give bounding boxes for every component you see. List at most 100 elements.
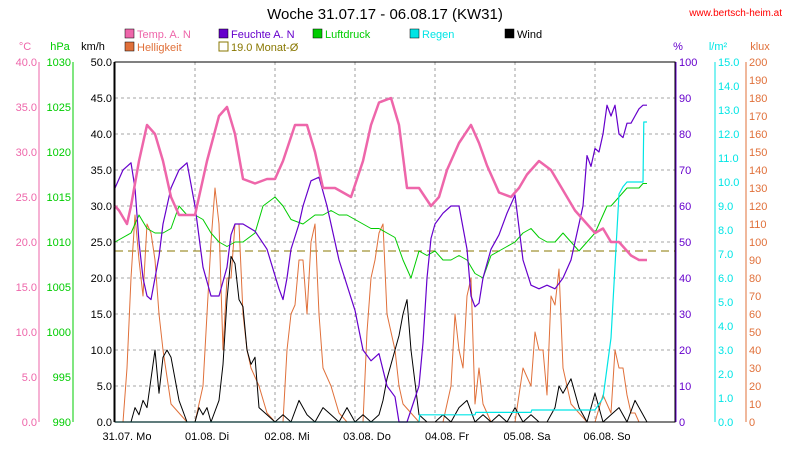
- tick-pressure: 1020: [47, 147, 71, 159]
- legend-label: Temp. A. N: [137, 29, 191, 41]
- legend-swatch: [218, 41, 229, 52]
- tick-wind: 45.0: [91, 93, 112, 105]
- legend-swatch: [218, 28, 229, 39]
- tick-bright: 100: [749, 237, 767, 249]
- tick-temp: 25.0: [16, 192, 37, 204]
- series-line-regen: [115, 121, 647, 423]
- axis-ticks: 0.0 5.0 10.0 15.0 20.0 25.0 30.0 35.0 40.0 990 995…: [16, 57, 768, 429]
- x-tick-label: 31.07. Mo: [103, 431, 152, 443]
- tick-rain: 15.0: [718, 57, 739, 69]
- x-tick-label: 06.08. So: [583, 431, 630, 443]
- tick-wind: 25.0: [91, 237, 112, 249]
- tick-wind: 15.0: [91, 309, 112, 321]
- plot-frame: [114, 61, 676, 423]
- tick-pressure: 1005: [47, 282, 71, 294]
- tick-temp: 10.0: [16, 327, 37, 339]
- series-line-helligkeit: [115, 187, 647, 423]
- legend-swatch: [409, 28, 420, 39]
- tick-rain: 4.0: [718, 321, 733, 333]
- unit-bright: klux: [750, 41, 770, 53]
- tick-humidity: 60: [679, 201, 691, 213]
- chart-title: Woche 31.07.17 - 06.08.17 (KW31): [267, 6, 503, 23]
- legend-label: Regen: [422, 29, 454, 41]
- tick-humidity: 100: [679, 57, 697, 69]
- tick-bright: 120: [749, 201, 767, 213]
- series-line-temp-a-n: [114, 96, 647, 262]
- tick-humidity: 20: [679, 345, 691, 357]
- tick-rain: 2.0: [718, 369, 733, 381]
- tick-bright: 90: [749, 255, 761, 267]
- axis-units: °C hPa km/h% l/m² klux: [19, 41, 770, 53]
- tick-bright: 40: [749, 345, 761, 357]
- legend: Temp. A. N Feuchte A. N Luftdruck Regen Wind…: [124, 28, 542, 54]
- legend-label: Wind: [517, 29, 542, 41]
- tick-pressure: 1010: [47, 237, 71, 249]
- tick-bright: 150: [749, 147, 767, 159]
- series-layer: [114, 96, 648, 423]
- tick-bright: 160: [749, 129, 767, 141]
- x-tick-label: 05.08. Sa: [503, 431, 551, 443]
- tick-humidity: 40: [679, 273, 691, 285]
- tick-wind: 5.0: [97, 381, 112, 393]
- tick-rain: 11.0: [718, 153, 739, 165]
- tick-rain: 3.0: [718, 345, 733, 357]
- tick-bright: 60: [749, 309, 761, 321]
- legend-label: Helligkeit: [137, 42, 182, 54]
- tick-bright: 110: [749, 219, 767, 231]
- tick-rain: 1.0: [718, 393, 733, 405]
- tick-humidity: 80: [679, 129, 691, 141]
- tick-temp: 5.0: [22, 372, 37, 384]
- legend-swatch: [124, 28, 135, 39]
- grid: [115, 62, 675, 422]
- tick-humidity: 30: [679, 309, 691, 321]
- tick-humidity: 10: [679, 381, 691, 393]
- tick-rain: 8.0: [718, 225, 733, 237]
- tick-pressure: 995: [53, 372, 71, 384]
- tick-bright: 80: [749, 273, 761, 285]
- tick-temp: 30.0: [16, 147, 37, 159]
- website-url: www.bertsch-heim.at: [688, 8, 782, 19]
- tick-pressure: 1000: [47, 327, 71, 339]
- tick-bright: 200: [749, 57, 767, 69]
- tick-rain: 9.0: [718, 201, 733, 213]
- tick-wind: 0.0: [97, 417, 112, 429]
- tick-wind: 40.0: [91, 129, 112, 141]
- series-line-feuchte-a-n: [114, 104, 647, 423]
- tick-bright: 30: [749, 363, 761, 375]
- unit-rain: l/m²: [709, 41, 728, 53]
- tick-wind: 30.0: [91, 201, 112, 213]
- tick-bright: 190: [749, 75, 767, 87]
- tick-humidity: 0: [679, 417, 685, 429]
- tick-pressure: 1030: [47, 57, 71, 69]
- tick-pressure: 990: [53, 417, 71, 429]
- tick-rain: 6.0: [718, 273, 733, 285]
- tick-humidity: 50: [679, 237, 691, 249]
- tick-wind: 20.0: [91, 273, 112, 285]
- tick-rain: 7.0: [718, 249, 733, 261]
- tick-bright: 70: [749, 291, 761, 303]
- tick-temp: 40.0: [16, 57, 37, 69]
- tick-bright: 0: [749, 417, 755, 429]
- x-tick-label: 03.08. Do: [343, 431, 391, 443]
- tick-bright: 20: [749, 381, 761, 393]
- tick-temp: 15.0: [16, 282, 37, 294]
- tick-rain: 10.0: [718, 177, 739, 189]
- legend-label: Luftdruck: [325, 29, 371, 41]
- x-tick-label: 01.08. Di: [185, 431, 229, 443]
- tick-bright: 140: [749, 165, 767, 177]
- unit-temp: °C: [19, 41, 31, 53]
- tick-pressure: 1025: [47, 102, 71, 114]
- tick-bright: 130: [749, 183, 767, 195]
- tick-wind: 10.0: [91, 345, 112, 357]
- tick-rain: 13.0: [718, 105, 739, 117]
- x-axis-labels: 31.07. Mo 01.08. Di 02.08. Mi 03.08. Do 04.0…: [103, 431, 631, 443]
- legend-swatch: [312, 28, 323, 39]
- legend-label: 19.0 Monat-Ø: [231, 42, 299, 54]
- unit-pressure: hPa: [50, 41, 70, 53]
- tick-humidity: 90: [679, 93, 691, 105]
- tick-wind: 35.0: [91, 165, 112, 177]
- tick-bright: 170: [749, 111, 767, 123]
- tick-temp: 35.0: [16, 102, 37, 114]
- legend-swatch: [504, 28, 515, 39]
